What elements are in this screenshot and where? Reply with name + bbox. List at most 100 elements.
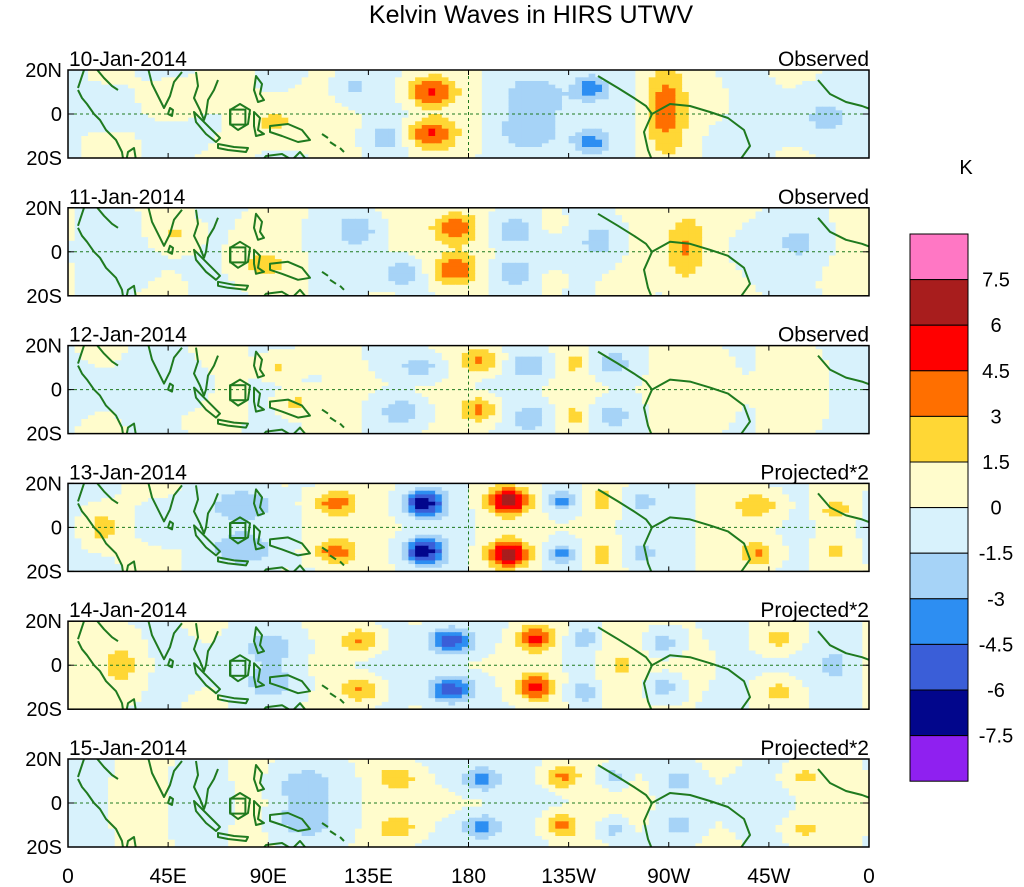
field-cell <box>575 251 583 257</box>
field-cell <box>768 237 777 242</box>
field-cell <box>568 143 576 148</box>
field-cell <box>401 70 410 75</box>
field-cell <box>361 211 369 216</box>
field-cell <box>688 77 697 82</box>
field-cell <box>748 99 757 104</box>
field-cell <box>194 110 203 115</box>
field-cell <box>148 121 156 126</box>
field-cell <box>375 92 383 97</box>
field-cell <box>415 70 423 75</box>
field-cell <box>194 226 203 231</box>
field-cell <box>375 114 383 119</box>
field-cell <box>361 92 369 97</box>
field-cell <box>421 222 430 227</box>
field-cell <box>328 226 336 231</box>
field-cell <box>455 106 463 111</box>
field-cell <box>508 237 516 242</box>
field-cell <box>274 110 283 115</box>
field-cell <box>628 132 636 137</box>
field-cell <box>581 128 590 133</box>
field-cell <box>248 84 256 89</box>
field-cell <box>188 92 196 97</box>
field-cell <box>461 262 470 268</box>
field-cell <box>655 229 663 235</box>
field-cell <box>628 248 636 253</box>
field-cell <box>141 150 149 155</box>
field-cell <box>848 207 857 213</box>
field-cell <box>181 222 189 227</box>
field-cell <box>148 132 156 137</box>
field-cell <box>855 99 863 104</box>
field-cell <box>822 233 830 238</box>
field-cell <box>355 128 363 133</box>
field-cell <box>722 70 730 75</box>
field-cell <box>194 266 203 271</box>
field-cell <box>521 266 530 271</box>
field-cell <box>314 229 323 235</box>
field-cell <box>815 92 823 97</box>
field-cell <box>728 218 737 224</box>
field-cell <box>161 132 169 137</box>
field-cell <box>488 248 496 253</box>
field-cell <box>655 125 663 130</box>
field-cell <box>314 84 323 89</box>
field-cell <box>802 106 810 111</box>
field-cell <box>568 139 576 144</box>
field-cell <box>795 147 803 152</box>
field-cell <box>108 99 116 104</box>
field-cell <box>281 270 289 275</box>
field-cell <box>715 147 723 152</box>
field-cell <box>234 99 243 104</box>
field-cell <box>848 237 857 242</box>
field-cell <box>188 237 196 242</box>
field-cell <box>194 237 203 242</box>
field-cell <box>341 136 349 141</box>
field-cell <box>395 139 403 144</box>
field-cell <box>468 114 476 119</box>
field-cell <box>248 266 256 271</box>
field-cell <box>595 244 603 249</box>
field-cell <box>328 132 336 137</box>
field-cell <box>328 222 336 227</box>
field-cell <box>822 136 830 141</box>
field-cell <box>555 114 563 119</box>
field-cell <box>194 154 203 159</box>
field-cell <box>762 92 770 97</box>
field-cell <box>415 222 423 227</box>
field-cell <box>675 150 683 155</box>
field-cell <box>68 103 76 108</box>
field-cell <box>528 255 536 260</box>
field-cell <box>555 121 563 126</box>
field-cell <box>521 77 530 82</box>
field-cell <box>595 154 603 159</box>
field-cell <box>154 218 163 224</box>
field-cell <box>448 244 456 249</box>
field-cell <box>682 229 690 235</box>
field-cell <box>254 139 263 144</box>
field-cell <box>448 70 456 75</box>
field-cell <box>435 132 443 137</box>
field-cell <box>535 237 543 242</box>
field-cell <box>174 248 183 253</box>
field-cell <box>461 95 470 100</box>
field-cell <box>668 143 677 148</box>
lat-tick-label: 0 <box>51 104 62 126</box>
field-cell <box>848 262 857 268</box>
field-cell <box>515 139 523 144</box>
field-cell <box>842 84 850 89</box>
field-cell <box>662 132 670 137</box>
field-cell <box>708 125 717 130</box>
field-cell <box>528 248 536 253</box>
field-cell <box>735 143 743 148</box>
field-cell <box>708 117 717 122</box>
field-cell <box>101 88 109 93</box>
field-cell <box>655 226 663 231</box>
field-cell <box>101 259 109 264</box>
field-cell <box>154 70 163 75</box>
field-cell <box>154 215 163 220</box>
field-cell <box>668 255 677 260</box>
field-cell <box>261 99 269 104</box>
field-cell <box>595 77 603 82</box>
field-cell <box>568 211 576 216</box>
field-cell <box>568 233 576 238</box>
